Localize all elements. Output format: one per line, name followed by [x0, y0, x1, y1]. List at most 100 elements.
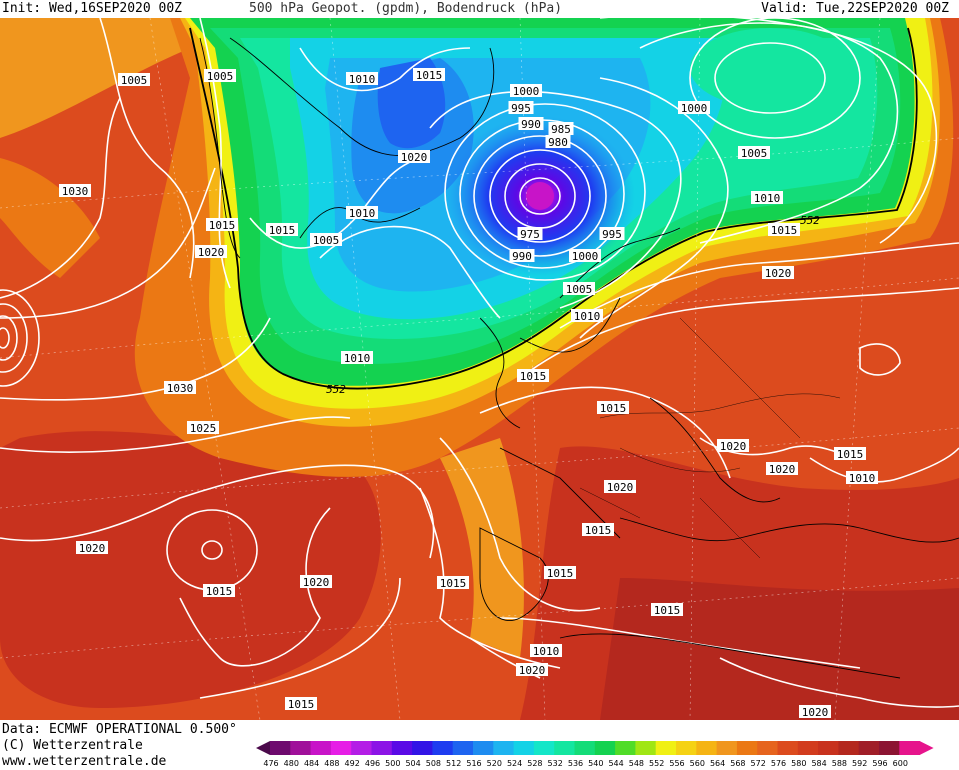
- isobar-label: 995: [599, 227, 625, 241]
- colorbar-min-arrow: [256, 741, 270, 755]
- isobar-label-box: [509, 249, 535, 262]
- isobar-label-text: 1000: [572, 250, 599, 263]
- website-url: www.wetterzentrale.de: [2, 754, 167, 769]
- colorbar-segment: [777, 741, 799, 755]
- isobar-label-box: [310, 233, 342, 246]
- isobar-label: 1010: [751, 191, 783, 205]
- isobar-label-box: [195, 245, 227, 258]
- init-time: Init: Wed,16SEP2020 00Z: [2, 1, 183, 16]
- colorbar-segment: [412, 741, 433, 755]
- isobar-label-text: 990: [512, 250, 532, 263]
- isobar-label-text: 1020: [519, 664, 546, 677]
- isobar-label-box: [206, 218, 238, 231]
- isobar-label: 1010: [530, 644, 562, 658]
- isobar-label-text: 1000: [681, 102, 708, 115]
- colorbar-tick-label: 532: [548, 759, 563, 767]
- isobar-label-text: 1015: [269, 224, 296, 237]
- isobar-label-box: [545, 135, 571, 148]
- graticule: [0, 18, 959, 720]
- isobar-label-text: 1010: [344, 352, 371, 365]
- data-source: Data: ECMWF OPERATIONAL 0.500°: [2, 722, 237, 737]
- isobar-label-box: [510, 84, 542, 97]
- colorbar-segment: [838, 741, 860, 755]
- isobar-label-text: 995: [511, 102, 531, 115]
- contour-labels: 552 552: [326, 214, 820, 396]
- geopotential-band-w: [0, 158, 100, 278]
- colorbar-tick-label: 564: [710, 759, 725, 767]
- isobar-label: 1020: [398, 150, 430, 164]
- isobar-label-box: [846, 471, 878, 484]
- isobar-label: 1015: [544, 566, 576, 580]
- isobar-label: 1015: [597, 401, 629, 415]
- isobar-label: 1015: [768, 223, 800, 237]
- colorbar-segment: [736, 741, 758, 755]
- colorbar-segment: [533, 741, 555, 755]
- colorbar-tick-label: 524: [507, 759, 522, 767]
- colorbar-tick-label: 488: [324, 759, 339, 767]
- isobar-label-text: 1010: [349, 73, 376, 86]
- colorbar-segment: [574, 741, 596, 755]
- isobar-label-box: [346, 72, 378, 85]
- isobar-label-box: [437, 576, 469, 589]
- colorbar-tick-label: 520: [487, 759, 502, 767]
- isobar-label-text: 1020: [198, 246, 225, 259]
- colorbar-segment: [452, 741, 474, 755]
- isobar-label-text: 1015: [206, 585, 233, 598]
- isobar-label: 1005: [310, 233, 342, 247]
- isobar-label-text: 1015: [585, 524, 612, 537]
- color-scale-legend: 476 480 484 488 492 496 500 504 508 512 516 520 524 5…: [256, 741, 934, 767]
- colorbar-segment: [391, 741, 413, 755]
- isobar-label-text: 1005: [741, 147, 768, 160]
- isobar-label: 1020: [762, 266, 794, 280]
- isobar-label-box: [266, 223, 298, 236]
- isobar-label-box: [508, 101, 534, 114]
- isobar-label-box: [118, 73, 150, 86]
- isobar-label: 1020: [516, 663, 548, 677]
- colorbar-segment: [899, 741, 921, 755]
- colorbar-segment: [371, 741, 393, 755]
- colorbar-tick-label: 568: [730, 759, 745, 767]
- isobar-label-box: [518, 117, 544, 130]
- isobar-label-text: 1005: [566, 283, 593, 296]
- isobar-label-text: 1030: [62, 185, 89, 198]
- colorbar-segment: [554, 741, 575, 755]
- isobar-label-text: 1020: [79, 542, 106, 555]
- isobar-label: 1010: [846, 471, 878, 485]
- isobar-label-text: 985: [551, 123, 571, 136]
- isobar-label-box: [530, 644, 562, 657]
- colorbar-tick-label: 540: [588, 759, 603, 767]
- isobar-label: 995: [508, 101, 534, 115]
- isobar-label-box: [300, 575, 332, 588]
- isobar-label-box: [766, 462, 798, 475]
- isobar-label: 1030: [59, 184, 91, 198]
- isobar-label-box: [597, 401, 629, 414]
- geopotential-low-ne: [690, 28, 850, 108]
- isobar-label-box: [799, 705, 831, 718]
- isobar-label-text: 1020: [401, 151, 428, 164]
- colorbar-tick-label: 500: [385, 759, 400, 767]
- colorbar-segment: [290, 741, 312, 755]
- isobar-label-text: 1010: [349, 207, 376, 220]
- isobar-label: 1015: [651, 603, 683, 617]
- isobar-label-box: [548, 122, 574, 135]
- isobar-label: 1020: [717, 439, 749, 453]
- isobar-label-box: [346, 206, 378, 219]
- isobar-label: 1015: [413, 68, 445, 82]
- colorbar-segment: [432, 741, 454, 755]
- isobar-label: 1020: [766, 462, 798, 476]
- colorbar-tick-label: 496: [365, 759, 380, 767]
- isobar-label-box: [187, 421, 219, 434]
- isobar-label: 1020: [300, 575, 332, 589]
- geopotential-band-atlantic: [0, 431, 381, 708]
- isobar-label-text: 1015: [520, 370, 547, 383]
- colorbar-tick-label: 480: [284, 759, 299, 767]
- isobar-label-box: [604, 480, 636, 493]
- colorbar-segment: [635, 741, 657, 755]
- isobar-label-text: 1015: [654, 604, 681, 617]
- isobar-label-box: [398, 150, 430, 163]
- colorbar-tick-label: 476: [263, 759, 278, 767]
- colorbar-max-arrow: [919, 741, 934, 755]
- isobar-label: 1000: [678, 101, 710, 115]
- colorbar-segment: [797, 741, 819, 755]
- isobar-label-text: 995: [602, 228, 622, 241]
